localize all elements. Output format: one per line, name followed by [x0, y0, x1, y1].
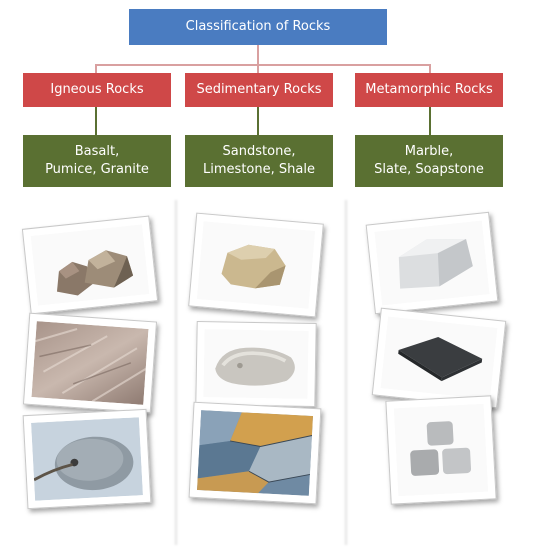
category-sedimentary: Sedimentary Rocks [185, 73, 333, 107]
category-metamorphic: Metamorphic Rocks [355, 73, 503, 107]
category-igneous-label: Igneous Rocks [50, 82, 144, 97]
category-metamorphic-label: Metamorphic Rocks [365, 82, 493, 97]
root-title: Classification of Rocks [185, 19, 331, 34]
sedimentary-example-connector [257, 107, 259, 135]
metamorphic-example-connector [429, 107, 431, 135]
category-sedimentary-label: Sedimentary Rocks [196, 82, 322, 97]
example-line: Marble, [404, 144, 454, 159]
example-line: Pumice, Granite [45, 162, 149, 177]
example-line: Basalt, [74, 144, 120, 159]
example-line: Sandstone, [222, 144, 296, 159]
column-divider [174, 200, 178, 545]
root-connector [257, 45, 259, 65]
granite-photo [22, 312, 158, 414]
shale-photo [188, 401, 322, 505]
branch-connector [95, 64, 429, 66]
examples-igneous: Basalt, Pumice, Granite [23, 135, 171, 187]
sedimentary-connector [257, 64, 259, 74]
sandstone-photo [188, 212, 324, 318]
igneous-connector [95, 64, 97, 74]
igneous-example-connector [95, 107, 97, 135]
category-igneous: Igneous Rocks [23, 73, 171, 107]
limestone-photo [195, 320, 317, 408]
column-divider [344, 200, 348, 545]
metamorphic-connector [429, 64, 431, 74]
soapstone-photo [385, 395, 497, 505]
pumice-photo [22, 408, 152, 510]
example-line: Limestone, Shale [203, 162, 315, 177]
root-node: Classification of Rocks [129, 9, 387, 45]
examples-sedimentary: Sandstone, Limestone, Shale [185, 135, 333, 187]
example-line: Slate, Soapstone [374, 162, 484, 177]
marble-photo [365, 211, 499, 315]
slate-photo [371, 307, 507, 409]
examples-metamorphic: Marble, Slate, Soapstone [355, 135, 503, 187]
basalt-photo [21, 215, 159, 315]
